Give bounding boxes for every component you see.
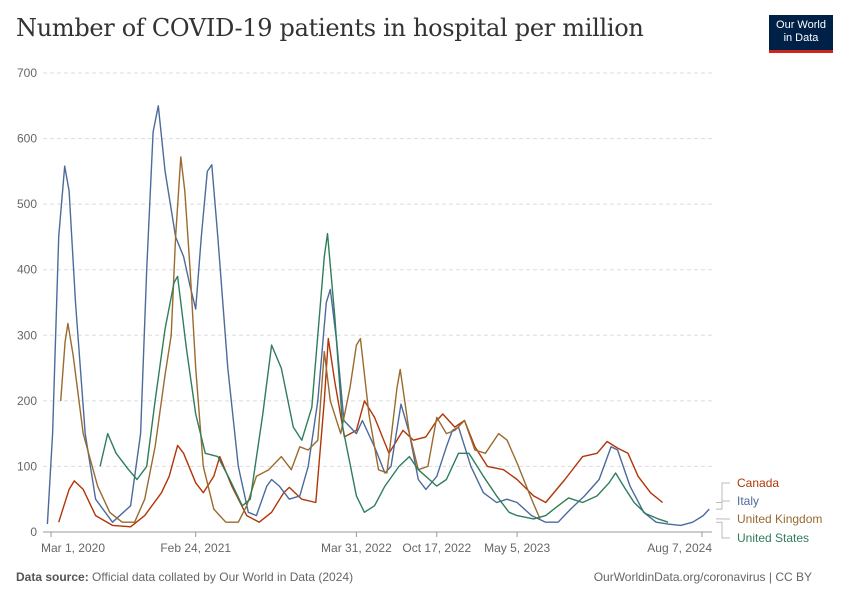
legend-label-canada: Canada [737, 476, 779, 490]
y-tick-label: 400 [17, 263, 37, 277]
y-tick-label: 0 [30, 525, 37, 539]
series-line-italy [46, 105, 710, 527]
y-tick-label: 500 [17, 197, 37, 211]
logo-line-2: in Data [783, 32, 819, 44]
x-tick-label: Mar 1, 2020 [41, 541, 105, 555]
series-line-united-kingdom [60, 156, 541, 523]
owid-logo[interactable]: Our World in Data [769, 15, 833, 53]
line-chart: 0 100 200 300 400 500 600 700 Mar 1, 2020 Feb 24,… [17, 66, 822, 555]
x-tick-label: Mar 31, 2022 [321, 541, 392, 555]
series-line-canada [58, 337, 664, 528]
legend-label-italy: Italy [737, 494, 759, 508]
x-tick-label: Aug 7, 2024 [647, 541, 712, 555]
x-tick-label: May 5, 2023 [484, 541, 550, 555]
legend-connector [716, 482, 730, 503]
series-line-united-states [99, 232, 669, 523]
footer-link[interactable]: OurWorldinData.org/coronavirus | CC BY [593, 570, 812, 584]
source-text: Official data collated by Our World in D… [92, 570, 354, 584]
y-tick-label: 200 [17, 394, 37, 408]
legend-connector [716, 521, 730, 539]
y-tick-label: 300 [17, 328, 37, 342]
y-tick-label: 700 [17, 66, 37, 80]
logo-line-1: Our World [776, 19, 826, 31]
x-tick-label: Feb 24, 2021 [160, 541, 231, 555]
page-title: Number of COVID-19 patients in hospital … [16, 14, 644, 42]
legend-label-united-states: United States [737, 531, 809, 545]
y-tick-label: 100 [17, 459, 37, 473]
y-tick-label: 600 [17, 132, 37, 146]
footer-source: Data source: Official data collated by O… [16, 570, 353, 584]
x-tick-label: Oct 17, 2022 [402, 541, 471, 555]
legend-connector [716, 500, 730, 510]
source-label: Data source: [16, 570, 89, 584]
legend-label-united-kingdom: United Kingdom [737, 512, 822, 526]
